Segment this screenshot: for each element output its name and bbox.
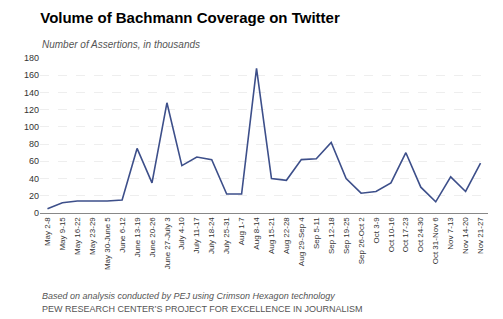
svg-text:Number of Assertions, in thous: Number of Assertions, in thousands	[42, 39, 200, 50]
svg-text:Aug 22-28: Aug 22-28	[282, 217, 291, 254]
svg-text:Sep 5-11: Sep 5-11	[312, 217, 321, 249]
svg-text:June 27-July 3: June 27-July 3	[163, 217, 172, 270]
svg-text:July 18-24: July 18-24	[207, 217, 216, 254]
svg-text:Aug 1-7: Aug 1-7	[237, 217, 246, 246]
svg-text:Volume of Bachmann Coverage on: Volume of Bachmann Coverage on Twitter	[40, 9, 340, 26]
svg-text:May 16-22: May 16-22	[73, 217, 82, 255]
svg-text:100: 100	[24, 122, 39, 132]
svg-text:Aug 8-14: Aug 8-14	[252, 217, 261, 250]
svg-text:Oct 31-Nov 6: Oct 31-Nov 6	[431, 217, 440, 265]
svg-text:July 11-17: July 11-17	[192, 217, 201, 254]
svg-text:160: 160	[24, 70, 39, 80]
svg-text:May 9-15: May 9-15	[58, 217, 67, 251]
svg-text:140: 140	[24, 88, 39, 98]
svg-text:60: 60	[29, 156, 39, 166]
svg-text:Nov 7-13: Nov 7-13	[446, 217, 455, 250]
svg-text:June 6-12: June 6-12	[118, 217, 127, 253]
svg-text:40: 40	[29, 174, 39, 184]
svg-text:May 23-29: May 23-29	[88, 217, 97, 255]
svg-text:Oct 17-23: Oct 17-23	[401, 217, 410, 253]
svg-text:July 25-31: July 25-31	[222, 217, 231, 254]
svg-text:PEW RESEARCH CENTER’S PROJECT: PEW RESEARCH CENTER’S PROJECT FOR EXCELL…	[42, 304, 362, 314]
svg-text:80: 80	[29, 139, 39, 149]
svg-text:Sep 26-Oct 2: Sep 26-Oct 2	[357, 217, 366, 265]
svg-text:Aug 29-Sep 4: Aug 29-Sep 4	[297, 217, 306, 266]
svg-text:June 20-26: June 20-26	[148, 217, 157, 258]
svg-text:Based on analysis conducted by: Based on analysis conducted by PEJ using…	[42, 291, 335, 301]
svg-text:120: 120	[24, 105, 39, 115]
svg-text:Sep 12-18: Sep 12-18	[327, 217, 336, 254]
svg-text:May 2-8: May 2-8	[43, 217, 52, 246]
svg-text:0: 0	[34, 208, 39, 218]
svg-text:Oct 24-30: Oct 24-30	[416, 217, 425, 253]
svg-text:Oct 3-9: Oct 3-9	[372, 217, 381, 244]
svg-text:Nov 21-27: Nov 21-27	[476, 217, 485, 254]
svg-text:June 13-19: June 13-19	[133, 217, 142, 258]
svg-text:20: 20	[29, 191, 39, 201]
svg-text:Sep 19-25: Sep 19-25	[342, 217, 351, 254]
svg-text:Nov 14-20: Nov 14-20	[461, 217, 470, 254]
svg-text:July 4-10: July 4-10	[177, 217, 186, 250]
svg-text:Aug 15-21: Aug 15-21	[267, 217, 276, 254]
svg-text:May 30-June 5: May 30-June 5	[103, 217, 112, 270]
svg-text:Oct 10-16: Oct 10-16	[387, 217, 396, 253]
svg-text:180: 180	[24, 53, 39, 63]
